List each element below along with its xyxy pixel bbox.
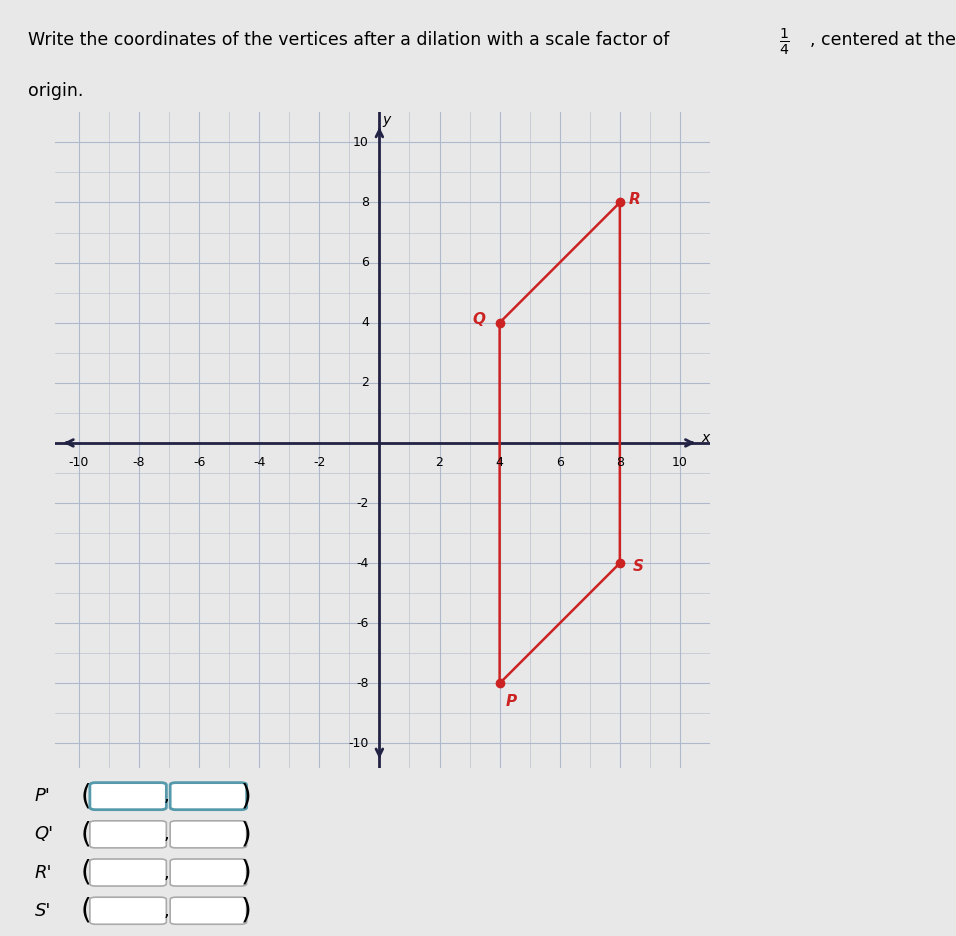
Text: -4: -4 [357,557,369,570]
Text: Write the coordinates of the vertices after a dilation with a scale factor of: Write the coordinates of the vertices af… [29,31,675,50]
Text: Q: Q [472,313,485,328]
Text: 2: 2 [436,457,444,470]
Text: ,: , [163,787,169,805]
Text: ,: , [163,864,169,882]
FancyBboxPatch shape [170,898,247,924]
Text: (: ( [80,858,92,886]
Text: -8: -8 [133,457,145,470]
Text: ): ) [241,782,252,811]
Text: -4: -4 [253,457,266,470]
Text: y: y [382,113,391,127]
Text: R: R [629,192,641,207]
FancyBboxPatch shape [90,782,166,810]
Text: ,: , [163,826,169,843]
Text: P: P [506,694,517,709]
Text: S: S [632,559,643,574]
Text: R': R' [34,864,52,882]
Text: -6: -6 [357,617,369,630]
Text: -2: -2 [357,496,369,509]
Text: P': P' [34,787,51,805]
Text: 10: 10 [353,136,369,149]
Text: ,: , [163,901,169,920]
Text: -6: -6 [193,457,206,470]
FancyBboxPatch shape [90,898,166,924]
Text: 6: 6 [555,457,564,470]
Text: ): ) [241,858,252,886]
Text: -8: -8 [357,677,369,690]
Text: x: x [702,431,709,446]
FancyBboxPatch shape [170,782,247,810]
Text: , centered at the: , centered at the [811,31,956,50]
Text: (: ( [80,820,92,848]
Text: 4: 4 [361,316,369,329]
Text: origin.: origin. [29,82,84,100]
Text: 10: 10 [672,457,688,470]
Text: 8: 8 [616,457,624,470]
FancyBboxPatch shape [170,821,247,848]
Text: -10: -10 [349,737,369,750]
Text: -10: -10 [69,457,89,470]
Text: ): ) [241,897,252,925]
Text: ): ) [241,820,252,848]
Text: -2: -2 [314,457,325,470]
Text: Q': Q' [34,826,54,843]
FancyBboxPatch shape [90,859,166,886]
Text: (: ( [80,782,92,811]
Text: 8: 8 [360,196,369,209]
Text: (: ( [80,897,92,925]
FancyBboxPatch shape [90,821,166,848]
Text: 2: 2 [361,376,369,389]
Text: S': S' [34,901,51,920]
Text: $\frac{1}{4}$: $\frac{1}{4}$ [779,27,790,57]
Text: 6: 6 [361,256,369,269]
Text: 4: 4 [495,457,504,470]
FancyBboxPatch shape [170,859,247,886]
